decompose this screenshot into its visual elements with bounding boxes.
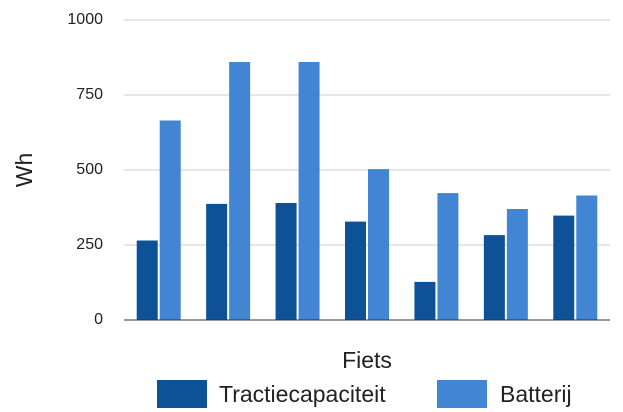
bar-tractiecapaciteit-4 — [345, 221, 366, 320]
x-axis-title: Fiets — [342, 347, 392, 373]
y-tick-label: 0 — [94, 311, 103, 328]
y-axis-title: Wh — [11, 153, 37, 188]
bar-batterij-1 — [159, 120, 181, 320]
bar-batterij-4 — [368, 169, 389, 320]
bar-batterij-5 — [437, 193, 459, 320]
y-tick-label: 1000 — [67, 11, 103, 28]
bar-tractiecapaciteit-3 — [275, 203, 297, 320]
bar-batterij-2 — [229, 62, 251, 320]
gridlines — [124, 19, 610, 246]
legend: Tractiecapaciteit Batterij — [157, 380, 572, 408]
bar-tractiecapaciteit-1 — [136, 240, 158, 320]
legend-swatch-tractiecapaciteit — [157, 380, 207, 408]
bar-batterij-3 — [298, 62, 320, 320]
y-tick-label: 500 — [76, 161, 103, 178]
bars — [136, 62, 598, 320]
y-tick-label: 250 — [76, 236, 103, 253]
bar-batterij-6 — [506, 209, 528, 320]
legend-swatch-batterij — [437, 380, 487, 408]
bar-tractiecapaciteit-5 — [414, 281, 436, 320]
y-tick-label: 750 — [76, 86, 103, 103]
legend-label-batterij: Batterij — [500, 381, 572, 407]
bar-tractiecapaciteit-2 — [206, 203, 228, 320]
legend-label-tractiecapaciteit: Tractiecapaciteit — [219, 381, 386, 407]
bar-batterij-7 — [576, 195, 598, 320]
bar-tractiecapaciteit-6 — [483, 235, 505, 320]
y-tick-labels: 0 250 500 750 1000 — [67, 11, 103, 328]
bar-tractiecapaciteit-7 — [553, 215, 575, 320]
